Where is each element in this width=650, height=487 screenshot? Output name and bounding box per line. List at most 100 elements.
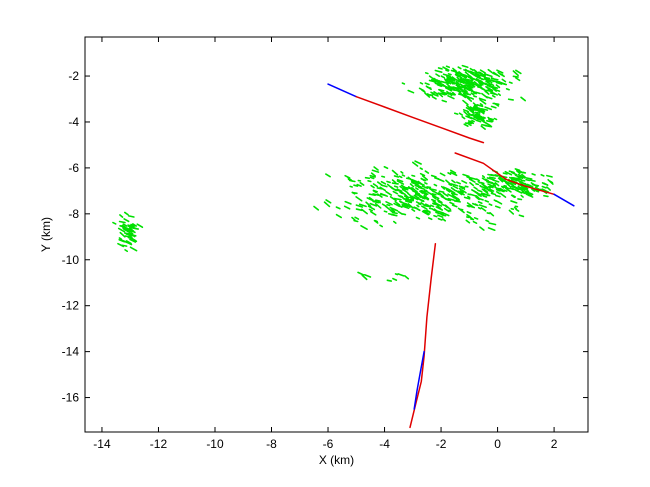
scatter-point xyxy=(488,176,496,180)
scatter-point xyxy=(442,91,450,95)
scatter-point xyxy=(366,197,374,202)
scatter-point xyxy=(396,188,402,193)
scatter-point xyxy=(461,189,467,194)
scatter-point xyxy=(471,202,477,206)
scatter-point xyxy=(488,185,494,189)
scatter-point xyxy=(442,212,450,217)
scatter-point xyxy=(435,73,441,78)
scatter-point xyxy=(487,79,493,84)
scatter-point xyxy=(379,224,384,228)
scatter-point xyxy=(385,190,393,196)
scatter-point xyxy=(492,87,498,92)
scatter-point xyxy=(373,219,379,224)
scatter-point xyxy=(459,190,464,194)
scatter-point xyxy=(434,82,442,86)
series-line-blue xyxy=(413,350,425,410)
scatter-point xyxy=(136,223,144,229)
scatter-point xyxy=(541,185,547,189)
scatter-point xyxy=(474,114,483,118)
scatter-point xyxy=(420,177,426,182)
scatter-point xyxy=(490,105,497,109)
scatter-point xyxy=(518,180,523,183)
x-tick-label: -8 xyxy=(266,437,277,451)
scatter-point xyxy=(467,195,471,199)
scatter-point xyxy=(459,78,466,83)
scatter-point xyxy=(383,210,388,213)
scatter-point xyxy=(436,177,445,183)
series-line-red xyxy=(454,152,555,196)
scatter-point xyxy=(439,92,446,96)
scatter-point xyxy=(487,68,493,74)
scatter-point xyxy=(442,66,450,71)
scatter-point xyxy=(450,192,458,196)
scatter-point xyxy=(424,203,430,207)
scatter-point xyxy=(360,224,368,230)
scatter-point xyxy=(344,200,352,205)
scatter-point xyxy=(490,192,497,196)
scatter-point xyxy=(387,212,396,216)
scatter-point xyxy=(468,83,473,86)
x-tick-label: 0 xyxy=(494,437,501,451)
scatter-point xyxy=(489,92,496,95)
scatter-point xyxy=(455,84,461,87)
scatter-point xyxy=(416,197,425,202)
scatter-point xyxy=(427,217,433,221)
scatter-point xyxy=(495,81,503,85)
x-axis-label: X (km) xyxy=(319,453,354,467)
scatter-point xyxy=(540,173,545,177)
scatter-point xyxy=(508,209,515,215)
scatter-point xyxy=(392,190,399,195)
scatter-point xyxy=(452,89,458,92)
scatter-point xyxy=(358,203,367,208)
scatter-point xyxy=(487,116,491,120)
scatter-point xyxy=(411,181,419,186)
scatter-point xyxy=(459,80,464,83)
series-line-red xyxy=(355,95,485,144)
scatter-point xyxy=(124,240,133,246)
scatter-point xyxy=(429,94,434,97)
scatter-point xyxy=(487,227,496,231)
scatter-point xyxy=(471,113,476,117)
scatter-point xyxy=(515,208,520,212)
x-tick-label: -2 xyxy=(436,437,447,451)
scatter-point xyxy=(364,176,371,180)
scatter-point xyxy=(484,106,492,111)
scatter-point xyxy=(515,69,522,75)
scatter-point xyxy=(407,186,415,192)
scatter-point xyxy=(410,198,415,202)
scatter-point xyxy=(335,206,341,210)
scatter-point xyxy=(462,92,472,96)
scatter-point xyxy=(480,87,488,92)
scatter-point xyxy=(465,115,471,119)
scatter-point xyxy=(478,79,483,83)
scatter-point xyxy=(515,77,521,82)
scatter-point xyxy=(508,170,515,174)
scatter-point xyxy=(477,180,481,184)
scatter-point xyxy=(132,234,136,238)
scatter-point xyxy=(129,246,138,252)
scatter-point xyxy=(445,65,451,69)
scatter-point xyxy=(525,190,534,196)
scatter-point xyxy=(499,187,504,192)
x-tick-label: -6 xyxy=(323,437,334,451)
scatter-point xyxy=(424,189,430,194)
scatter-point xyxy=(439,172,446,177)
scatter-point xyxy=(130,227,140,230)
scatter-point xyxy=(390,186,397,192)
scatter-point xyxy=(355,204,364,208)
scatter-point xyxy=(479,184,483,188)
scatter-point xyxy=(468,177,473,181)
scatter-point xyxy=(524,176,533,180)
scatter-point xyxy=(474,72,479,76)
scatter-point xyxy=(413,194,420,200)
scatter-point xyxy=(473,95,478,98)
scatter-point xyxy=(469,106,474,110)
scatter-point xyxy=(415,187,419,191)
scatter-point xyxy=(477,109,485,114)
scatter-point xyxy=(355,196,363,202)
scatter-point xyxy=(482,195,488,198)
scatter-point xyxy=(126,229,133,233)
scatter-point xyxy=(479,103,484,107)
scatter-point xyxy=(517,185,522,189)
scatter-point xyxy=(486,180,494,185)
